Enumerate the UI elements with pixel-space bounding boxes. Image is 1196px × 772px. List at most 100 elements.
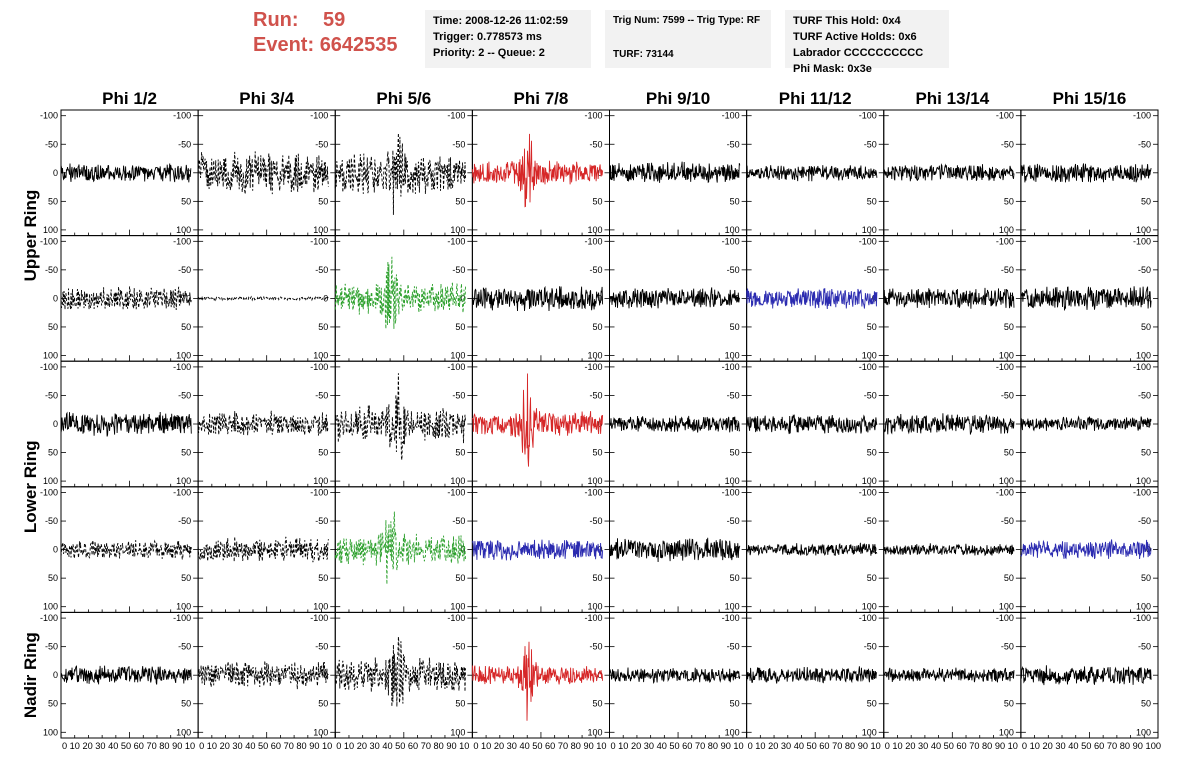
y-tick-label: -100 — [996, 488, 1014, 498]
waveform-trace — [609, 537, 741, 563]
waveform-trace — [883, 667, 1015, 683]
y-tick-label: 100 — [450, 727, 465, 737]
y-tick-label: -100 — [310, 613, 328, 623]
turf-this-hold-text: TURF This Hold: 0x4 — [793, 15, 901, 27]
y-tick-label: 100 — [313, 476, 328, 486]
y-tick-label: 100 — [862, 350, 877, 360]
y-tick-label: -50 — [178, 390, 191, 400]
waveform-trace — [883, 287, 1015, 309]
y-tick-label: 0 — [186, 670, 191, 680]
y-tick-label: -50 — [589, 516, 602, 526]
y-tick-label: 0 — [1009, 168, 1014, 178]
y-tick-label: 0 — [53, 419, 58, 429]
y-tick-label: 50 — [181, 196, 191, 206]
y-tick-label: 50 — [318, 573, 328, 583]
event-value: 6642535 — [319, 34, 398, 56]
y-tick-label: 50 — [455, 699, 465, 709]
y-tick-label: -100 — [722, 613, 740, 623]
y-tick-label: 0 — [597, 670, 602, 680]
y-tick-label: 100 — [862, 602, 877, 612]
labrador-text: Labrador CCCCCCCCCC — [793, 47, 924, 59]
y-tick-label: -50 — [727, 265, 740, 275]
y-tick-label: -50 — [1138, 139, 1151, 149]
y-tick-label: -50 — [45, 265, 58, 275]
y-tick-label: -100 — [447, 613, 465, 623]
y-tick-label: -50 — [864, 139, 877, 149]
y-tick-label: 100 — [450, 350, 465, 360]
y-tick-label: 0 — [460, 545, 465, 555]
event-label: Event: — [253, 34, 315, 56]
y-tick-label: 50 — [592, 448, 602, 458]
x-tick-labels: 0 10 20 30 40 50 60 70 80 90 10 — [336, 741, 469, 751]
y-tick-label: -50 — [178, 642, 191, 652]
y-tick-label: 100 — [43, 476, 58, 486]
y-tick-label: -50 — [45, 139, 58, 149]
y-tick-label: 50 — [181, 448, 191, 458]
y-tick-label: -50 — [178, 139, 191, 149]
y-tick-label: 50 — [1141, 699, 1151, 709]
waveform-trace — [197, 295, 329, 302]
waveform-trace — [60, 539, 192, 560]
y-tick-label: 50 — [455, 448, 465, 458]
waveform-trace — [197, 536, 329, 563]
waveform-trace — [197, 151, 329, 195]
x-tick-labels: 0 10 20 30 40 50 60 70 80 90 100 — [1022, 741, 1161, 751]
y-tick-label: -50 — [452, 516, 465, 526]
trigger-text: Trigger: 0.778573 ms — [433, 31, 542, 43]
y-tick-label: 100 — [725, 225, 740, 235]
y-tick-label: -100 — [310, 111, 328, 121]
time-info-box: Time: 2008-12-26 11:02:59 Trigger: 0.778… — [425, 10, 591, 68]
waveform-trace — [334, 256, 466, 329]
y-tick-label: 100 — [999, 727, 1014, 737]
y-tick-label: -50 — [178, 516, 191, 526]
phi-column-label: Phi 15/16 — [1053, 89, 1127, 108]
y-tick-label: 100 — [43, 225, 58, 235]
phi-column-label: Phi 7/8 — [514, 89, 569, 108]
y-tick-label: 0 — [53, 293, 58, 303]
y-tick-label: 100 — [725, 476, 740, 486]
y-tick-label: -100 — [1133, 362, 1151, 372]
waveform-trace — [1020, 539, 1152, 560]
x-tick-labels: 0 10 20 30 40 50 60 70 80 90 10 — [199, 741, 332, 751]
priority-text: Priority: 2 -- Queue: 2 — [433, 47, 545, 59]
y-tick-label: 50 — [1004, 196, 1014, 206]
y-tick-label: -100 — [310, 488, 328, 498]
x-tick-labels: 0 10 20 30 40 50 60 70 80 90 10 — [748, 741, 881, 751]
y-tick-label: -50 — [864, 642, 877, 652]
y-tick-label: -50 — [315, 265, 328, 275]
ring-label: Lower Ring — [21, 441, 40, 534]
waveform-trace — [1020, 665, 1152, 686]
y-tick-label: -100 — [722, 111, 740, 121]
y-tick-label: 50 — [181, 322, 191, 332]
waveform-trace — [197, 410, 329, 436]
y-tick-label: 100 — [313, 225, 328, 235]
y-tick-label: -100 — [584, 111, 602, 121]
trig-info-box: Trig Num: 7599 -- Trig Type: RF TURF: 73… — [605, 10, 771, 68]
waveform-trace — [1020, 415, 1152, 432]
waveform-trace — [334, 373, 466, 461]
turf-text: TURF: 73144 — [613, 49, 674, 60]
y-tick-label: -50 — [727, 139, 740, 149]
y-tick-label: 50 — [318, 196, 328, 206]
time-text: Time: 2008-12-26 11:02:59 — [433, 15, 568, 27]
phi-column-label: Phi 3/4 — [239, 89, 294, 108]
y-tick-label: 50 — [867, 322, 877, 332]
y-tick-label: 50 — [1141, 448, 1151, 458]
y-tick-label: -100 — [996, 362, 1014, 372]
waveform-trace — [60, 411, 192, 437]
y-tick-label: -50 — [727, 390, 740, 400]
y-tick-label: -100 — [722, 488, 740, 498]
turf-active-holds-text: TURF Active Holds: 0x6 — [793, 31, 917, 43]
y-tick-label: 50 — [455, 322, 465, 332]
waveform-trace — [60, 665, 192, 685]
y-tick-label: 0 — [1009, 293, 1014, 303]
y-tick-label: 0 — [597, 168, 602, 178]
y-tick-label: 50 — [455, 573, 465, 583]
y-tick-label: 50 — [181, 573, 191, 583]
y-tick-label: -100 — [40, 362, 58, 372]
y-tick-label: -50 — [315, 642, 328, 652]
y-tick-label: 100 — [313, 350, 328, 360]
y-tick-label: -50 — [1138, 642, 1151, 652]
y-tick-label: 100 — [1136, 727, 1151, 737]
y-tick-label: 50 — [181, 699, 191, 709]
